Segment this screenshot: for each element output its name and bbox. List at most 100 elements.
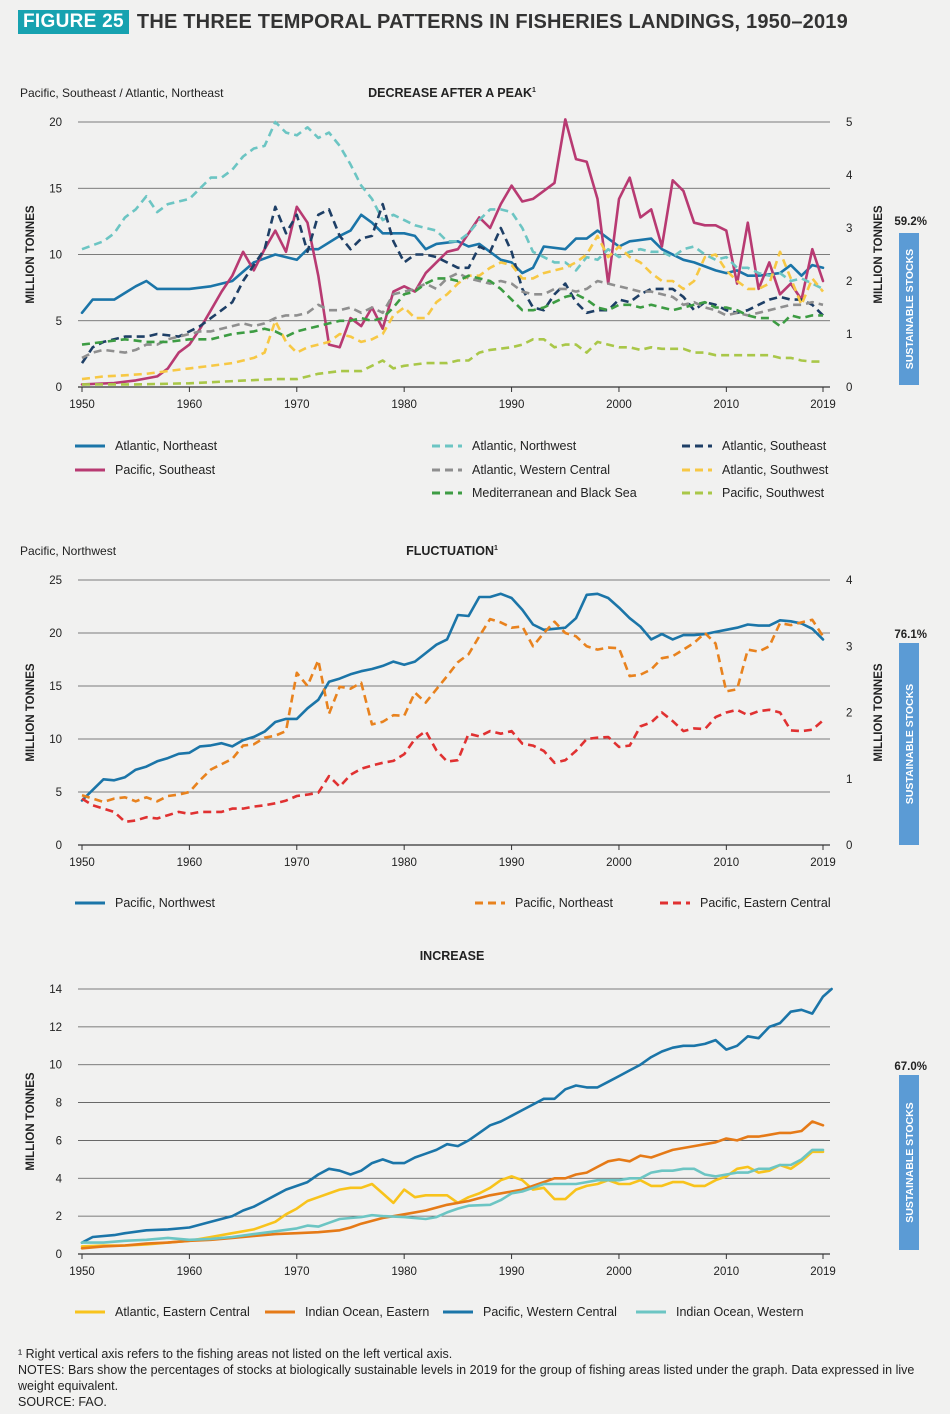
left-axis-caption: Pacific, Southeast / Atlantic, Northeast: [20, 86, 224, 100]
x-tick-label: 2000: [606, 399, 632, 411]
legend-label-pacific-northwest: Pacific, Northwest: [115, 896, 216, 910]
source-text: SOURCE: FAO.: [18, 1395, 107, 1409]
series-line-indian-ocean-western: [80, 1148, 825, 1244]
y2-tick-label: 4: [846, 575, 853, 587]
legend-label-indian-ocean-eastern: Indian Ocean, Eastern: [305, 1305, 429, 1319]
y-tick-label: 20: [49, 117, 62, 129]
series-line-atlantic-northeast: [80, 213, 825, 315]
series-line-atlantic-eastern-central: [80, 1150, 825, 1248]
x-tick-label: 1960: [177, 399, 203, 411]
series-line-pacific-northwest: [80, 592, 825, 802]
y2-tick-label: 1: [846, 329, 852, 341]
series-line-indian-ocean-eastern: [80, 1120, 825, 1250]
x-tick-label: 1990: [499, 1266, 525, 1278]
x-tick-label: 1970: [284, 857, 310, 869]
y-axis-label: MILLION TONNES: [25, 1072, 37, 1171]
y2-tick-label: 2: [846, 708, 852, 720]
x-tick-label: 1970: [284, 1266, 310, 1278]
sustainable-stocks-value: 76.1%: [894, 629, 927, 641]
series-line-atlantic-northwest: [81, 120, 824, 291]
legend-label-atlantic-northwest: Atlantic, Northwest: [472, 439, 577, 453]
sustainable-stocks-bar: [899, 1075, 919, 1250]
y-tick-label: 14: [49, 984, 62, 996]
y2-tick-label: 3: [846, 641, 852, 653]
sustainable-stocks-caption: SUSTAINABLE STOCKS: [904, 1102, 916, 1222]
y-tick-label: 15: [49, 681, 62, 693]
chart-title: DECREASE AFTER A PEAK1: [368, 86, 536, 100]
x-tick-label: 2019: [810, 399, 836, 411]
left-axis-caption: Pacific, Northwest: [20, 544, 117, 558]
legend-label-pacific-northeast: Pacific, Northeast: [515, 896, 613, 910]
legend-label-mediterranean-and-black-sea: Mediterranean and Black Sea: [472, 486, 637, 500]
legend-label-pacific-southeast: Pacific, Southeast: [115, 463, 216, 477]
x-tick-label: 2000: [606, 1266, 632, 1278]
legend-label-pacific-western-central: Pacific, Western Central: [483, 1305, 617, 1319]
chart-increase: INCREASE 0 2 4 6 8 10 12 14 1950 1960 1970 1980 1990 2…: [25, 949, 927, 1319]
x-tick-label: 1980: [391, 857, 417, 869]
y-tick-label: 0: [56, 840, 62, 852]
sustainable-stocks-value: 59.2%: [894, 216, 927, 228]
y-tick-label: 6: [56, 1135, 62, 1147]
legend-label-atlantic-southwest: Atlantic, Southwest: [722, 463, 829, 477]
chart-title-superscript: 1: [532, 87, 536, 94]
chart-title-superscript: 1: [494, 545, 498, 552]
legend-label-indian-ocean-western: Indian Ocean, Western: [676, 1305, 804, 1319]
x-tick-label: 1970: [284, 399, 310, 411]
series-line-atlantic-western-central: [81, 271, 824, 360]
y2-tick-label: 4: [846, 170, 853, 182]
series-line-pacific-eastern-central: [81, 708, 824, 824]
footnote: ¹ Right vertical axis refers to the fish…: [18, 1347, 453, 1361]
figure-title: THE THREE TEMPORAL PATTERNS IN FISHERIES…: [136, 10, 848, 33]
x-tick-label: 2000: [606, 857, 632, 869]
y2-tick-label: 0: [846, 840, 852, 852]
y2-axis-label: MILLION TONNES: [873, 205, 885, 304]
y2-tick-label: 2: [846, 276, 852, 288]
y2-tick-label: 0: [846, 382, 852, 394]
series-line-pacific-western-central: [80, 987, 833, 1244]
legend-label-pacific-eastern-central: Pacific, Eastern Central: [700, 896, 831, 910]
x-tick-label: 1950: [69, 399, 95, 411]
notes-text: NOTES: Bars show the percentages of stoc…: [18, 1363, 915, 1393]
y-tick-label: 10: [49, 734, 62, 746]
legend-label-atlantic-eastern-central: Atlantic, Eastern Central: [115, 1305, 250, 1319]
x-tick-label: 2010: [714, 1266, 740, 1278]
x-tick-label: 1990: [499, 857, 525, 869]
figure-tag: FIGURE 25: [18, 10, 129, 34]
notes-block: ¹ Right vertical axis refers to the fish…: [18, 1346, 928, 1410]
sustainable-stocks-value: 67.0%: [894, 1061, 927, 1073]
x-tick-label: 1950: [69, 1266, 95, 1278]
sustainable-stocks-bar: [899, 233, 919, 385]
y-tick-label: 10: [49, 1060, 62, 1072]
series-line-pacific-southwest: [82, 338, 823, 386]
sustainable-stocks-caption: SUSTAINABLE STOCKS: [904, 249, 916, 369]
y-tick-label: 0: [56, 382, 62, 394]
legend-label-pacific-southwest: Pacific, Southwest: [722, 486, 825, 500]
x-tick-label: 2010: [714, 399, 740, 411]
series-line-atlantic-southwest: [81, 234, 825, 381]
series-line-pacific-northeast: [81, 617, 825, 804]
y-axis-label: MILLION TONNES: [25, 205, 37, 304]
legend-label-atlantic-northeast: Atlantic, Northeast: [115, 439, 218, 453]
legend-label-atlantic-southeast: Atlantic, Southeast: [722, 439, 827, 453]
sustainable-stocks-bar: [899, 643, 919, 845]
x-tick-label: 1990: [499, 399, 525, 411]
figure-header: FIGURE 25 THE THREE TEMPORAL PATTERNS IN…: [18, 10, 848, 34]
x-tick-label: 1980: [391, 399, 417, 411]
series-line-atlantic-southeast: [80, 202, 824, 364]
x-tick-label: 2019: [810, 1266, 836, 1278]
series-line-mediterranean-and-black-sea: [81, 274, 823, 346]
x-tick-label: 1960: [177, 857, 203, 869]
x-tick-label: 1980: [391, 1266, 417, 1278]
sustainable-stocks-caption: SUSTAINABLE STOCKS: [904, 684, 916, 804]
y-axis-label: MILLION TONNES: [25, 663, 37, 762]
legend-label-atlantic-western-central: Atlantic, Western Central: [472, 463, 610, 477]
chart-title: FLUCTUATION1: [406, 544, 498, 558]
x-tick-label: 2010: [714, 857, 740, 869]
series-line-pacific-southeast: [80, 118, 825, 386]
x-tick-label: 1950: [69, 857, 95, 869]
y-tick-label: 5: [56, 316, 62, 328]
chart-title: INCREASE: [420, 949, 485, 963]
x-tick-label: 1960: [177, 1266, 203, 1278]
y-tick-label: 8: [56, 1098, 62, 1110]
